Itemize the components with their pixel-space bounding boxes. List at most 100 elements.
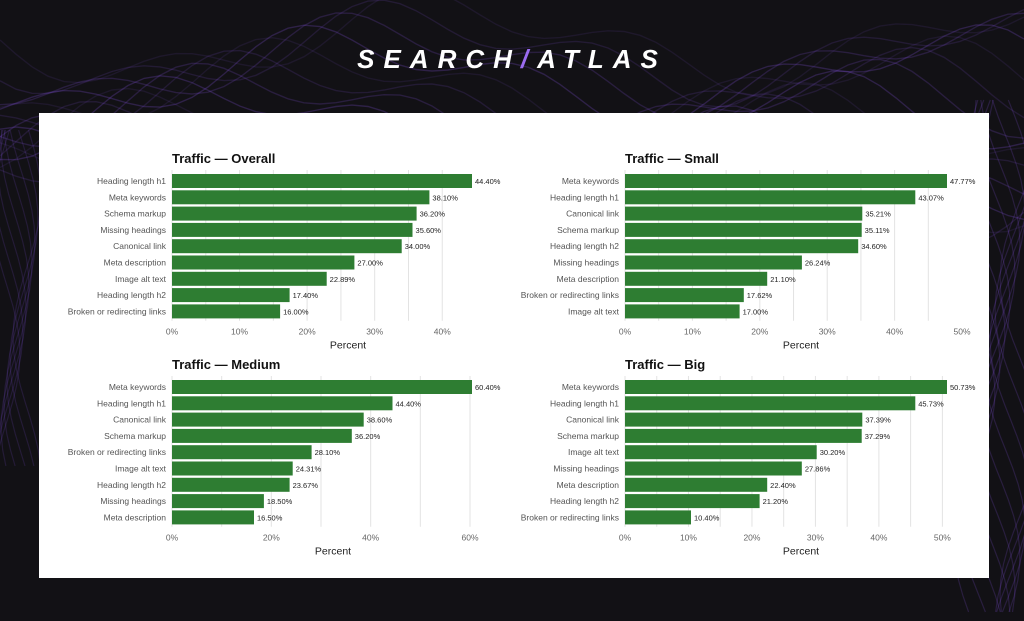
value-label: 18.50% xyxy=(267,497,293,506)
value-label: 24.31% xyxy=(296,465,322,474)
x-tick-label: 40% xyxy=(886,327,903,337)
category-label: Meta description xyxy=(557,480,620,490)
x-tick-label: 30% xyxy=(819,327,836,337)
x-tick-label: 50% xyxy=(954,327,971,337)
category-label: Heading length h2 xyxy=(550,496,619,506)
bar-heading-length-h1 xyxy=(172,396,393,411)
category-label: Image alt text xyxy=(568,306,620,316)
category-label: Meta keywords xyxy=(562,382,619,392)
category-label: Schema markup xyxy=(104,431,166,441)
category-label: Image alt text xyxy=(115,274,167,284)
value-label: 16.50% xyxy=(257,513,283,522)
x-tick-label: 50% xyxy=(934,533,951,543)
x-axis-label: Percent xyxy=(330,340,366,352)
wave-line xyxy=(0,35,1024,144)
value-label: 30.20% xyxy=(820,448,846,457)
x-tick-label: 0% xyxy=(619,533,632,543)
bar-heading-length-h2 xyxy=(172,288,290,303)
value-label: 27.86% xyxy=(805,465,831,474)
bar-missing-headings xyxy=(625,255,802,270)
x-tick-label: 20% xyxy=(299,327,316,337)
bar-canonical-link xyxy=(625,412,863,427)
bar-heading-length-h2 xyxy=(625,494,760,509)
bar-meta-description xyxy=(172,510,254,525)
bar-schema-markup xyxy=(625,428,862,443)
x-tick-label: 10% xyxy=(231,327,248,337)
logo-right: ATLAS xyxy=(537,44,667,74)
x-axis-label: Percent xyxy=(783,340,819,352)
value-label: 37.29% xyxy=(865,432,891,441)
value-label: 44.40% xyxy=(475,177,501,186)
bar-meta-keywords xyxy=(172,380,472,394)
x-tick-label: 10% xyxy=(680,533,697,543)
category-label: Canonical link xyxy=(113,415,167,425)
bar-heading-length-h1 xyxy=(172,174,472,188)
value-label: 44.40% xyxy=(396,399,422,408)
category-label: Meta keywords xyxy=(109,382,166,392)
chart-title: Traffic — Overall xyxy=(172,151,275,166)
wave-line xyxy=(9,129,39,467)
bar-meta-description xyxy=(625,477,768,492)
value-label: 35.60% xyxy=(416,226,442,235)
value-label: 35.11% xyxy=(865,226,890,235)
value-label: 27.00% xyxy=(357,259,383,268)
value-label: 21.20% xyxy=(763,497,789,506)
bar-heading-length-h2 xyxy=(625,239,859,254)
x-axis-label: Percent xyxy=(783,546,819,558)
chart-svg: Traffic — Medium Meta keywords 60.40% Headi… xyxy=(68,357,501,558)
category-label: Canonical link xyxy=(566,209,620,219)
wave-line xyxy=(0,129,27,431)
bar-heading-length-h2 xyxy=(172,477,290,492)
category-label: Meta description xyxy=(104,512,167,522)
wave-line xyxy=(974,99,1016,613)
x-tick-label: 30% xyxy=(366,327,383,337)
chart-svg: Traffic — Overall Heading length h1 44.40%… xyxy=(68,151,501,352)
chart-svg: Traffic — Small Meta keywords 47.77% Headin… xyxy=(521,151,976,352)
wave-line xyxy=(0,129,24,437)
category-label: Heading length h1 xyxy=(550,192,619,202)
bar-image-alt-text xyxy=(172,461,293,476)
value-label: 22.40% xyxy=(770,481,796,490)
category-label: Missing headings xyxy=(553,464,619,474)
value-label: 26.24% xyxy=(805,259,831,268)
value-label: 34.00% xyxy=(405,242,431,251)
category-label: Broken or redirecting links xyxy=(521,290,619,300)
value-label: 36.20% xyxy=(420,210,446,219)
wave-line xyxy=(0,129,21,447)
bar-meta-description xyxy=(625,271,768,286)
bar-schema-markup xyxy=(172,206,417,221)
category-label: Missing headings xyxy=(100,225,166,235)
x-tick-label: 10% xyxy=(684,327,701,337)
x-tick-label: 20% xyxy=(743,533,760,543)
category-label: Schema markup xyxy=(557,431,619,441)
chart-title: Traffic — Small xyxy=(625,151,719,166)
value-label: 36.20% xyxy=(355,432,381,441)
category-label: Canonical link xyxy=(566,415,620,425)
x-tick-label: 0% xyxy=(166,327,179,337)
bar-meta-keywords xyxy=(625,174,947,188)
wave-line xyxy=(0,129,30,467)
x-tick-label: 60% xyxy=(462,533,479,543)
chart-traffic-small: Traffic — Small Meta keywords 47.77% Headin… xyxy=(492,148,989,363)
wave-line xyxy=(0,12,1024,120)
bar-schema-markup xyxy=(625,222,862,237)
wave-line xyxy=(3,129,33,467)
chart-title: Traffic — Medium xyxy=(172,357,280,372)
value-label: 21.10% xyxy=(770,275,796,284)
value-label: 22.89% xyxy=(330,275,356,284)
chart-traffic-overall: Traffic — Overall Heading length h1 44.40%… xyxy=(39,148,514,363)
wave-line xyxy=(0,0,1024,96)
bar-meta-keywords xyxy=(625,380,947,394)
wave-line xyxy=(994,205,1024,613)
category-label: Heading length h2 xyxy=(550,241,619,251)
chart-title: Traffic — Big xyxy=(625,357,705,372)
wave-line xyxy=(6,129,36,467)
x-tick-label: 0% xyxy=(619,327,632,337)
category-label: Heading length h2 xyxy=(97,290,166,300)
bar-image-alt-text xyxy=(172,271,327,286)
value-label: 17.00% xyxy=(743,307,769,316)
wave-line xyxy=(989,99,1024,613)
bar-broken-or-redirecting-links xyxy=(625,288,744,303)
category-label: Heading length h1 xyxy=(97,398,166,408)
wave-line xyxy=(0,24,1024,132)
